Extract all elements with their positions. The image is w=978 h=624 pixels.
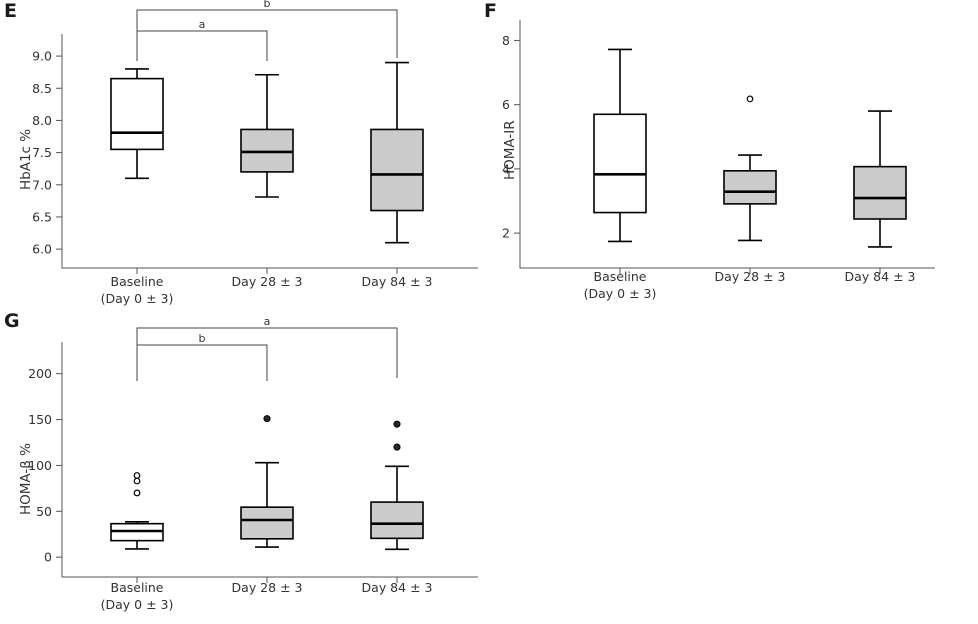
y-tick-label-F: 2 (502, 226, 510, 241)
y-tick-label-F: 6 (502, 97, 510, 112)
plot-area-E: 6.0 6.5 7.0 7.5 8.0 8.5 9.0 Baseline (Day 0 ± 3)… (32, 0, 478, 306)
axis-lines-E (61, 34, 478, 269)
y-tick-label-F: 4 (502, 161, 510, 176)
box-E-1 (240, 73, 294, 198)
x-tick-label-G-2: Day 84 ± 3 (362, 580, 433, 595)
x-tick-label-E-1: Day 28 ± 3 (232, 274, 303, 289)
sig-label-E-b: b (264, 0, 271, 10)
x-tick-label-E-2: Day 84 ± 3 (362, 274, 433, 289)
box-E-0 (110, 68, 164, 180)
x-tick-label-F-0: Baseline (594, 269, 647, 284)
y-tick-label-G: 50 (36, 504, 52, 519)
box-F-1 (723, 95, 777, 242)
x-tick-label-E-0: Baseline (111, 274, 164, 289)
box-G-0 (110, 472, 164, 550)
y-tick-label-E: 6.0 (32, 242, 52, 257)
x-tick-label-G-0: Baseline (111, 580, 164, 595)
x-tick-label-F-0: (Day 0 ± 3) (584, 286, 657, 301)
y-tick-label-E: 8.5 (32, 81, 52, 96)
y-tick-label-G: 100 (28, 458, 52, 473)
sig-bracket-E-a (136, 30, 268, 61)
box-G-1 (240, 415, 294, 548)
sig-label-G-a: a (264, 315, 271, 328)
x-tick-label-G-0: (Day 0 ± 3) (101, 597, 174, 612)
plot-area-G: 0 50 100 150 200 Baseline (Day 0 ± 3) Day 28 ± … (28, 315, 478, 612)
box-F-0 (593, 48, 647, 243)
panel-E: E HbA1c % 6.0 6.5 7.0 7.5 8.0 8.5 9.0 Baseline(… (0, 0, 489, 312)
sig-label-E-a: a (199, 18, 206, 31)
sig-bracket-G-b (136, 344, 268, 381)
panel-letter-G: G (4, 310, 20, 332)
panel-F: F HOMA-IR 2 4 6 8 Baseline (Day 0 ± 3) Day 28 … (480, 0, 978, 312)
plot-area-F: 2 4 6 8 Baseline (Day 0 ± 3) Day 28 ± 3 Day 84 … (502, 20, 935, 301)
y-tick-label-G: 150 (28, 412, 52, 427)
x-tick-label-G-1: Day 28 ± 3 (232, 580, 303, 595)
y-tick-label-G: 200 (28, 366, 52, 381)
y-tick-label-E: 7.0 (32, 177, 52, 192)
x-tick-label-E-0: (Day 0 ± 3) (101, 291, 174, 306)
y-tick-label-E: 6.5 (32, 209, 52, 224)
panel-letter-E: E (4, 0, 17, 22)
axis-lines-F (519, 20, 935, 269)
sig-label-G-b: b (199, 332, 206, 345)
y-tick-label-G: 0 (44, 550, 52, 565)
y-tick-label-E: 9.0 (32, 49, 52, 64)
box-F-2 (853, 110, 907, 248)
y-tick-label-E: 7.5 (32, 145, 52, 160)
panel-letter-F: F (484, 0, 497, 22)
axis-lines-G (61, 342, 478, 578)
y-tick-label-E: 8.0 (32, 113, 52, 128)
box-E-2 (370, 61, 424, 244)
box-G-2 (370, 420, 424, 551)
x-tick-label-F-2: Day 84 ± 3 (845, 269, 916, 284)
panel-G: G HOMA-β % 0 50 100 150 200 Baseline (Day 0 ± … (0, 310, 489, 624)
x-tick-label-F-1: Day 28 ± 3 (715, 269, 786, 284)
y-tick-label-F: 8 (502, 33, 510, 48)
